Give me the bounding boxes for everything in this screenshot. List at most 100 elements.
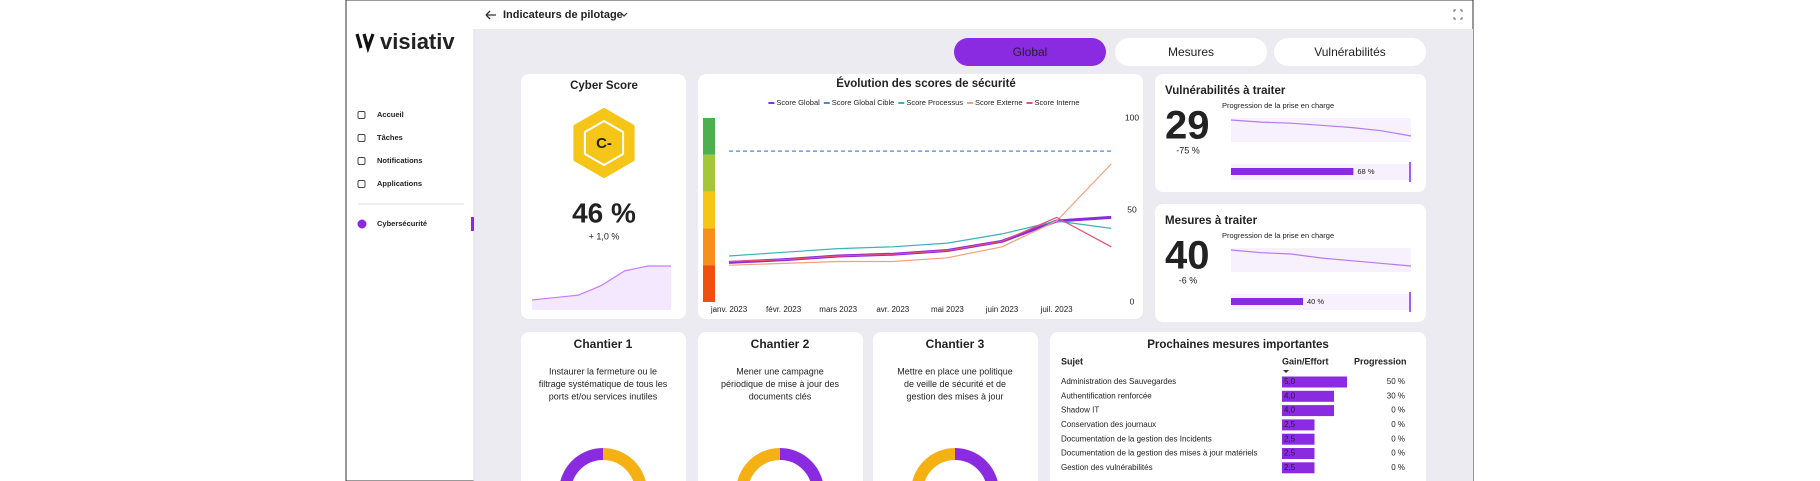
count: 29 <box>1165 104 1210 148</box>
score-band <box>703 191 715 229</box>
chantier-card <box>521 332 686 481</box>
gain-bar <box>1282 419 1315 431</box>
fullscreen-button[interactable] <box>1453 9 1463 20</box>
gain-label: 5,0 <box>1284 377 1296 386</box>
row-subject: Administration des Sauvegardes <box>1061 377 1176 386</box>
progression: 0 % <box>1391 449 1405 458</box>
card-title: Chantier 3 <box>926 337 985 351</box>
sparkline-area <box>532 266 671 310</box>
nav-item[interactable]: Applications <box>377 179 422 188</box>
donut-left <box>560 448 604 481</box>
title-dropdown[interactable] <box>620 12 628 17</box>
nav-icon <box>357 111 366 119</box>
x-tick-label: juin 2023 <box>985 305 1019 314</box>
chantier-text: Instaurer la fermeture ou le <box>549 366 657 376</box>
legend-label: Score Processus <box>906 98 963 107</box>
row-subject: Conservation des journaux <box>1061 420 1156 429</box>
gain-bar <box>1282 376 1347 388</box>
row-subject: Authentification renforcée <box>1061 391 1152 400</box>
grade: C- <box>596 135 612 152</box>
progression: 0 % <box>1391 434 1405 443</box>
score-band <box>703 265 715 302</box>
column-header[interactable]: Progression <box>1354 356 1407 366</box>
x-tick-label: mai 2023 <box>931 305 964 314</box>
sort-indicator <box>1283 370 1289 373</box>
x-tick-label: juil. 2023 <box>1040 305 1074 314</box>
card-title: Vulnérabilités à traiter <box>1165 85 1286 97</box>
tab[interactable] <box>954 38 1106 66</box>
active-indicator <box>471 217 474 231</box>
card-title: Chantier 1 <box>574 337 633 351</box>
score-band <box>703 228 715 266</box>
column-header[interactable]: Gain/Effort <box>1282 356 1329 366</box>
progression: 30 % <box>1387 391 1405 400</box>
page-title: Indicateurs de pilotage <box>503 9 623 21</box>
gain-bar <box>1282 448 1315 459</box>
nav-icon <box>357 180 366 188</box>
x-tick-label: janv. 2023 <box>710 305 748 314</box>
score-value: 46 % <box>572 197 636 228</box>
score-band <box>703 154 715 192</box>
score-band <box>703 118 715 155</box>
donut-left <box>912 448 956 481</box>
sparkline-bg <box>1231 248 1411 272</box>
back-button[interactable] <box>485 10 496 20</box>
nav-item[interactable]: Accueil <box>377 110 404 119</box>
chart-title: Évolution des scores de sécurité <box>836 77 1016 90</box>
card-subtitle: Progression de la prise en charge <box>1222 101 1334 110</box>
chantier-card <box>873 332 1038 481</box>
tab-label[interactable]: Mesures <box>1168 45 1214 59</box>
series-line <box>728 216 1112 263</box>
logo-icon <box>355 33 375 54</box>
nav-icon <box>357 134 366 142</box>
tab[interactable] <box>1274 38 1426 66</box>
gain-bar <box>1282 390 1334 402</box>
tab-label[interactable]: Global <box>1013 45 1048 59</box>
x-tick-label: avr. 2023 <box>876 305 909 314</box>
series-line <box>728 163 1112 266</box>
column-header[interactable]: Sujet <box>1061 356 1083 366</box>
y-tick-label: 50 <box>1127 204 1137 214</box>
gain-label: 2,5 <box>1284 434 1296 443</box>
tab[interactable] <box>1115 38 1267 66</box>
progression: 0 % <box>1391 420 1405 429</box>
legend-label: Score Interne <box>1035 98 1080 107</box>
sparkline <box>531 265 671 301</box>
chantier-text: de veille de sécurité et de <box>904 379 1006 389</box>
progression: 50 % <box>1387 377 1405 386</box>
chantier-text: ports et/ou services inutiles <box>549 391 658 401</box>
gain-label: 2,5 <box>1284 449 1296 458</box>
count-change: -6 % <box>1179 275 1198 285</box>
gain-label: 2,5 <box>1284 463 1296 472</box>
donut-right <box>954 448 998 481</box>
chantier-text: Mener une campagne <box>736 366 824 376</box>
legend-label: Score Global <box>776 98 820 107</box>
progress-label: 40 % <box>1307 297 1324 306</box>
donut-right <box>602 448 646 481</box>
chantier-text: documents clés <box>749 391 812 401</box>
row-subject: Shadow IT <box>1061 406 1099 415</box>
cyber-icon <box>357 219 367 229</box>
card-title: Prochaines mesures importantes <box>1147 339 1329 351</box>
evolution-card <box>698 74 1143 319</box>
nav-item[interactable]: Notifications <box>377 156 422 165</box>
legend-label: Score Externe <box>975 98 1023 107</box>
card-title: Cyber Score <box>570 80 638 92</box>
nav-icon <box>357 157 366 165</box>
count-change: -75 % <box>1176 145 1200 155</box>
chantier-text: périodique de mise à jour des <box>721 379 840 389</box>
nav-item[interactable]: Tâches <box>377 133 403 142</box>
count: 40 <box>1165 234 1210 278</box>
gain-label: 4,0 <box>1284 406 1296 415</box>
progression: 0 % <box>1391 463 1405 472</box>
donut-left <box>737 448 781 481</box>
nav-item-active[interactable]: Cybersécurité <box>377 219 427 228</box>
row-subject: Documentation de la gestion des mises à … <box>1061 449 1258 458</box>
cyber-score-card <box>521 74 686 319</box>
tab-label[interactable]: Vulnérabilités <box>1314 45 1386 59</box>
legend-label: Score Global Cible <box>832 98 895 107</box>
grade-badge <box>573 108 635 178</box>
grade-badge-ring <box>583 120 625 166</box>
x-tick-label: mars 2023 <box>819 305 857 314</box>
chantier-text: filtrage systématique de tous les <box>539 379 668 389</box>
